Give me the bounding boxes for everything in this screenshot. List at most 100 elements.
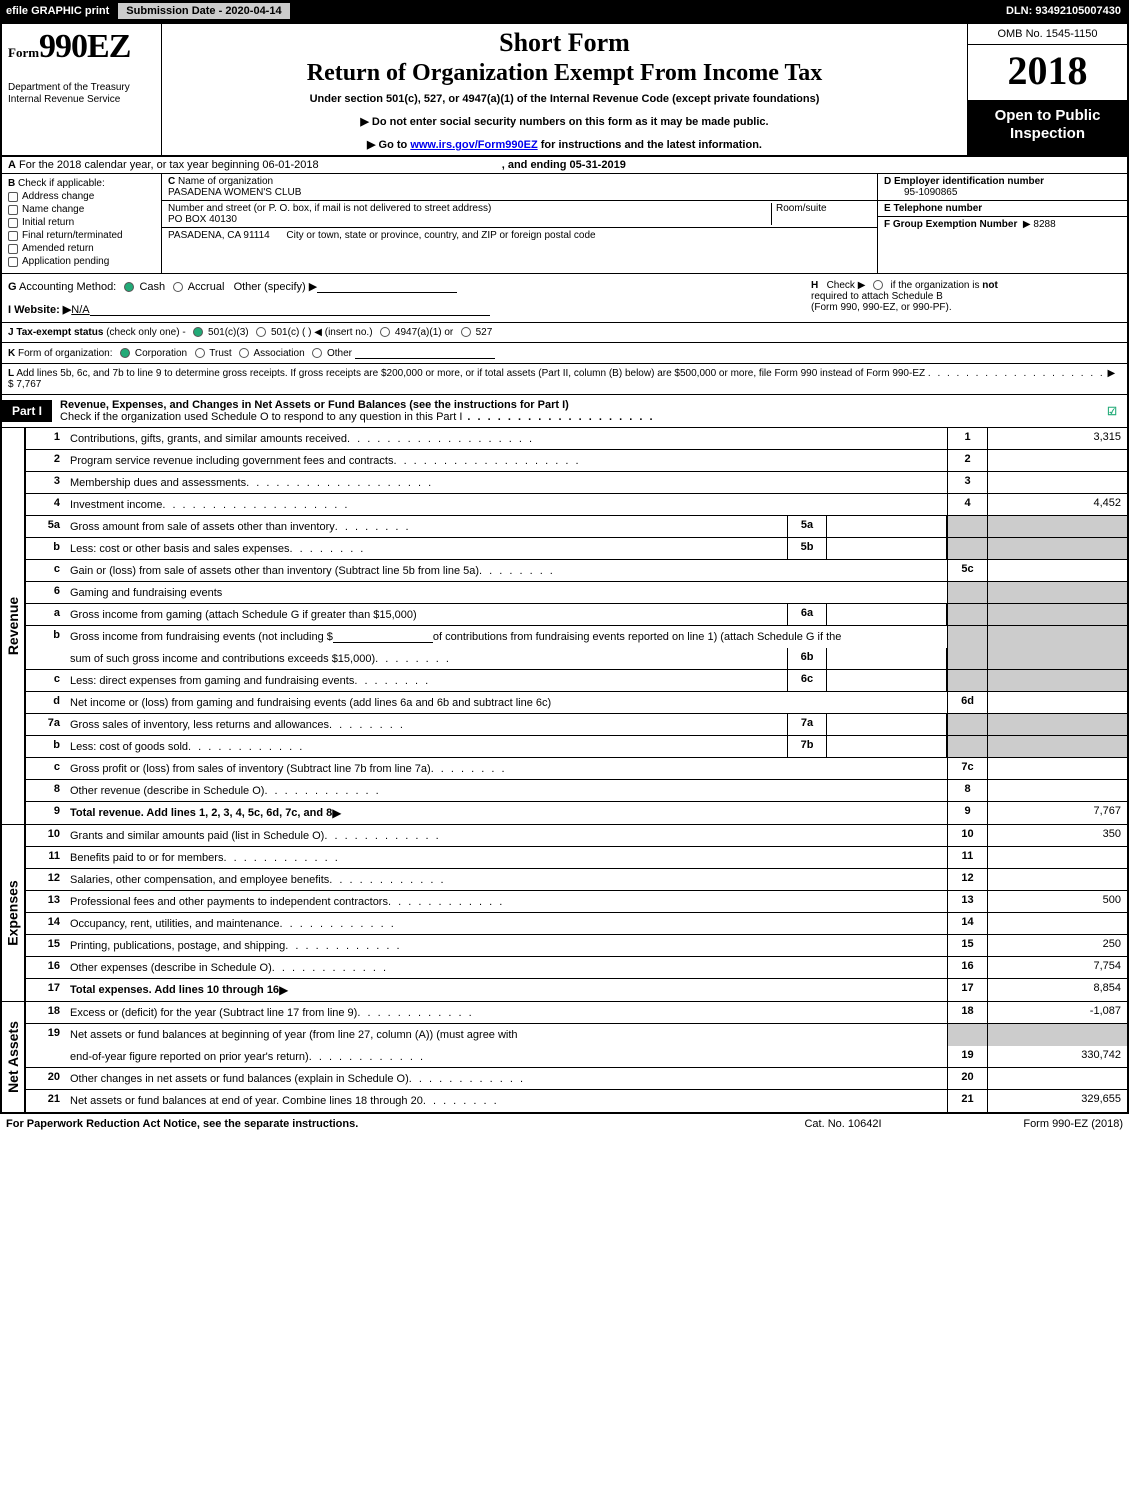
- line-6b-row1: b Gross income from fundraising events (…: [26, 626, 1127, 648]
- label-c: C: [168, 176, 175, 187]
- line-5b-rv-shaded: [987, 538, 1127, 559]
- radio-527[interactable]: [461, 327, 471, 337]
- radio-association[interactable]: [239, 348, 249, 358]
- c-row-name: C Name of organization PASADENA WOMEN'S …: [162, 174, 877, 201]
- line-10-val: 350: [987, 825, 1127, 846]
- j-opt1: 501(c)(3): [208, 327, 249, 338]
- line-16-dots: [272, 962, 388, 974]
- l-amount: $ 7,767: [8, 379, 41, 390]
- city-value: PASADENA, CA 91114: [168, 230, 270, 241]
- radio-trust[interactable]: [195, 348, 205, 358]
- line-18-dots: [357, 1007, 473, 1019]
- line-21: 21 Net assets or fund balances at end of…: [26, 1090, 1127, 1112]
- checkbox-name-change[interactable]: [8, 205, 18, 215]
- line-6c-desc-text: Less: direct expenses from gaming and fu…: [70, 675, 354, 687]
- line-3-rn: 3: [947, 472, 987, 493]
- k-other-field[interactable]: [355, 347, 495, 359]
- line-6b-desc3: sum of such gross income and contributio…: [66, 648, 787, 669]
- line-14: 14 Occupancy, rent, utilities, and maint…: [26, 913, 1127, 935]
- radio-4947[interactable]: [380, 327, 390, 337]
- line-6a: a Gross income from gaming (attach Sched…: [26, 604, 1127, 626]
- instruction-1: ▶ Do not enter social security numbers o…: [170, 115, 959, 128]
- checkbox-h[interactable]: [873, 280, 883, 290]
- line-9-rn: 9: [947, 802, 987, 824]
- line-1-desc: Contributions, gifts, grants, and simila…: [66, 428, 947, 449]
- line-6c-rv-shaded: [987, 670, 1127, 691]
- radio-501c[interactable]: [256, 327, 266, 337]
- line-7b-desc-text: Less: cost of goods sold: [70, 741, 188, 753]
- final-return-label: Final return/terminated: [22, 230, 123, 241]
- row-gh: G Accounting Method: Cash Accrual Other …: [2, 274, 1127, 323]
- line-6c-mn: 6c: [787, 670, 827, 691]
- net-assets-label: Net Assets: [5, 1021, 21, 1093]
- part-1-checkbox[interactable]: ☑: [1097, 405, 1127, 418]
- f-group-block: F Group Exemption Number ▶ 8288: [878, 217, 1127, 232]
- line-15-dots: [285, 940, 401, 952]
- checkbox-address-change[interactable]: [8, 192, 18, 202]
- expenses-lines: 10 Grants and similar amounts paid (list…: [26, 825, 1127, 1001]
- form-header: Form990EZ Department of the Treasury Int…: [2, 24, 1127, 157]
- expenses-label: Expenses: [5, 880, 21, 945]
- line-14-val: [987, 913, 1127, 934]
- line-4-dots: [162, 499, 349, 511]
- website-field[interactable]: [90, 304, 490, 316]
- radio-501c3[interactable]: [193, 327, 203, 337]
- amended-return-label: Amended return: [22, 243, 94, 254]
- label-b: B: [8, 178, 15, 189]
- line-19-num: 19: [26, 1024, 66, 1046]
- line-5a-desc: Gross amount from sale of assets other t…: [66, 516, 787, 537]
- radio-corporation[interactable]: [120, 348, 130, 358]
- row-a: A For the 2018 calendar year, or tax yea…: [2, 157, 1127, 174]
- line-17: 17 Total expenses. Add lines 10 through …: [26, 979, 1127, 1001]
- h-check-label: Check ▶: [827, 280, 866, 291]
- under-section-text: Under section 501(c), 527, or 4947(a)(1)…: [170, 93, 959, 105]
- line-1-rn: 1: [947, 428, 987, 449]
- line-20-rn: 20: [947, 1068, 987, 1089]
- line-16: 16 Other expenses (describe in Schedule …: [26, 957, 1127, 979]
- d-ein-block: D Employer identification number 95-1090…: [878, 174, 1127, 201]
- radio-accrual[interactable]: [173, 282, 183, 292]
- checkbox-final-return[interactable]: [8, 231, 18, 241]
- line-3: 3 Membership dues and assessments 3: [26, 472, 1127, 494]
- line-6d-rn: 6d: [947, 692, 987, 713]
- line-5a-desc-text: Gross amount from sale of assets other t…: [70, 521, 335, 533]
- footer-catalog: Cat. No. 10642I: [743, 1118, 943, 1130]
- irs-link[interactable]: www.irs.gov/Form990EZ: [410, 139, 537, 151]
- k-text: Form of organization:: [15, 348, 112, 359]
- l-text: Add lines 5b, 6c, and 7b to line 9 to de…: [14, 368, 925, 379]
- row-a-ending: , and ending 05-31-2019: [502, 159, 626, 171]
- line-11-desc-text: Benefits paid to or for members: [70, 852, 223, 864]
- line-6a-mv: [827, 604, 947, 625]
- line-7a-rn-shaded: [947, 714, 987, 735]
- other-specify-field[interactable]: [317, 281, 457, 293]
- line-18-rn: 18: [947, 1002, 987, 1023]
- line-12-desc: Salaries, other compensation, and employ…: [66, 869, 947, 890]
- efile-label: efile GRAPHIC print: [0, 3, 115, 19]
- checkbox-initial-return[interactable]: [8, 218, 18, 228]
- line-7a-num: 7a: [26, 714, 66, 735]
- part-1-label: Part I: [2, 400, 52, 422]
- line-6b-rv-shaded1: [987, 626, 1127, 648]
- line-13-dots: [388, 896, 504, 908]
- app-pending-label: Application pending: [22, 256, 109, 267]
- net-assets-lines: 18 Excess or (deficit) for the year (Sub…: [26, 1002, 1127, 1112]
- line-3-val: [987, 472, 1127, 493]
- radio-other-org[interactable]: [312, 348, 322, 358]
- line-14-desc: Occupancy, rent, utilities, and maintena…: [66, 913, 947, 934]
- line-3-desc-text: Membership dues and assessments: [70, 477, 246, 489]
- check-if-text: Check if applicable:: [18, 178, 105, 189]
- line-19-rv-shaded: [987, 1024, 1127, 1046]
- checkbox-amended-return[interactable]: [8, 244, 18, 254]
- line-11-dots: [223, 852, 339, 864]
- line-16-num: 16: [26, 957, 66, 978]
- line-7a-rv-shaded: [987, 714, 1127, 735]
- radio-cash[interactable]: [124, 282, 134, 292]
- city-label: City or town, state or province, country…: [286, 230, 595, 241]
- line-12: 12 Salaries, other compensation, and emp…: [26, 869, 1127, 891]
- line-6b-blank[interactable]: [333, 631, 433, 643]
- line-21-desc: Net assets or fund balances at end of ye…: [66, 1090, 947, 1112]
- checkbox-application-pending[interactable]: [8, 257, 18, 267]
- line-11-num: 11: [26, 847, 66, 868]
- line-20-dots: [409, 1073, 525, 1085]
- website-label: I Website: ▶: [8, 304, 71, 316]
